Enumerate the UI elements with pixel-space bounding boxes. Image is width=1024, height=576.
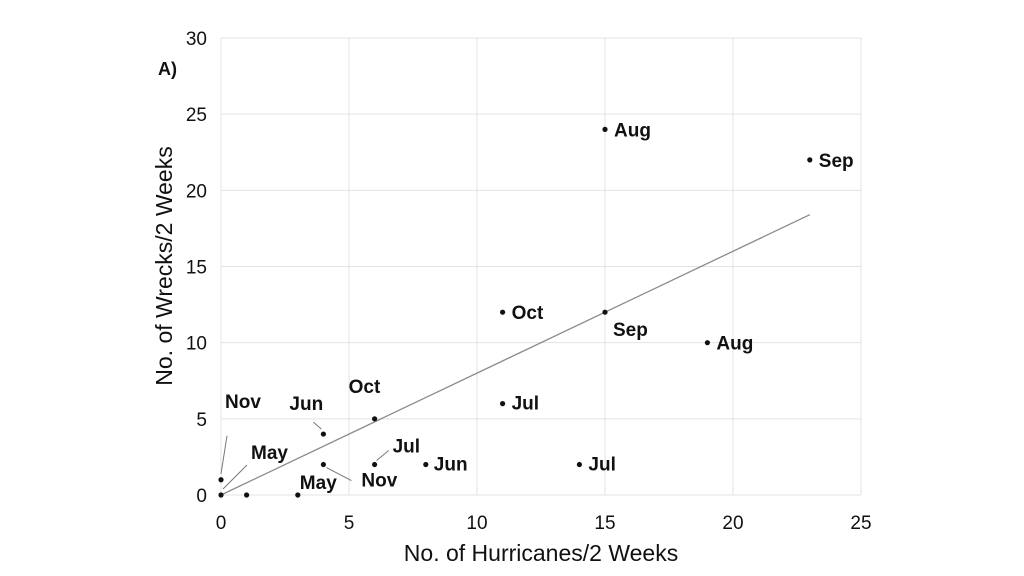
data-point: [704, 340, 711, 346]
point-labels: Nov May May Jun Nov Oct Jul Jun Oct Jul Jul Aug Sep A…: [225, 120, 854, 494]
data-point: [320, 431, 326, 437]
data-point: [372, 461, 378, 468]
point-label: Aug: [716, 334, 753, 355]
data-point: [576, 461, 583, 468]
point-label: Sep: [613, 320, 648, 341]
x-tick-label: 10: [466, 513, 487, 534]
data-point: [423, 461, 429, 468]
data-point: [602, 126, 608, 132]
y-tick-label: 30: [186, 29, 207, 50]
point-label: Oct: [512, 303, 544, 324]
point-label: Oct: [349, 377, 381, 398]
trendline-layer: [220, 214, 811, 496]
x-tick-label: 25: [850, 513, 871, 534]
y-axis-title: No. of Wrecks/2 Weeks: [151, 146, 177, 385]
y-tick-label: 20: [186, 181, 207, 202]
data-points: [218, 126, 813, 498]
point-label: Jun: [289, 394, 323, 415]
point-label: Nov: [361, 471, 397, 492]
point-label: Nov: [225, 392, 261, 413]
x-tick-label: 5: [344, 513, 355, 534]
trendline: [220, 214, 811, 496]
point-label: Aug: [614, 120, 651, 141]
y-tick-label: 0: [196, 486, 207, 507]
point-label: Jul: [512, 394, 539, 415]
point-label: May: [300, 473, 337, 494]
leader-line: [220, 435, 228, 474]
leader-lines: [220, 421, 389, 490]
panel-label: A): [158, 59, 177, 79]
data-point: [807, 157, 813, 163]
data-point: [295, 492, 301, 498]
x-axis-title: No. of Hurricanes/2 Weeks: [404, 540, 678, 566]
data-point: [500, 309, 506, 315]
leader-line: [222, 464, 248, 490]
data-point: [602, 309, 608, 315]
point-label: Jun: [434, 455, 468, 476]
data-point: [500, 401, 506, 407]
leader-line: [313, 421, 322, 430]
point-label: Jul: [588, 455, 615, 476]
point-label: Sep: [819, 151, 854, 172]
y-tick-label: 5: [196, 410, 207, 431]
data-point: [320, 461, 326, 468]
leader-line: [326, 467, 352, 481]
x-tick-label: 0: [216, 513, 227, 534]
grid: [220, 37, 862, 496]
point-label: Jul: [393, 437, 420, 458]
x-tick-label: 15: [594, 513, 615, 534]
data-point: [218, 477, 224, 483]
y-tick-label: 25: [186, 105, 207, 126]
tick-labels: 0 5 10 15 20 25 0 5 10 15 20 25 30: [186, 29, 872, 534]
data-point: [244, 492, 250, 498]
data-point: [218, 492, 224, 498]
x-tick-label: 20: [722, 513, 743, 534]
y-tick-label: 10: [186, 334, 207, 355]
y-tick-label: 15: [186, 258, 207, 279]
leader-line: [376, 450, 389, 461]
point-label: May: [251, 443, 288, 464]
data-point: [372, 416, 378, 422]
